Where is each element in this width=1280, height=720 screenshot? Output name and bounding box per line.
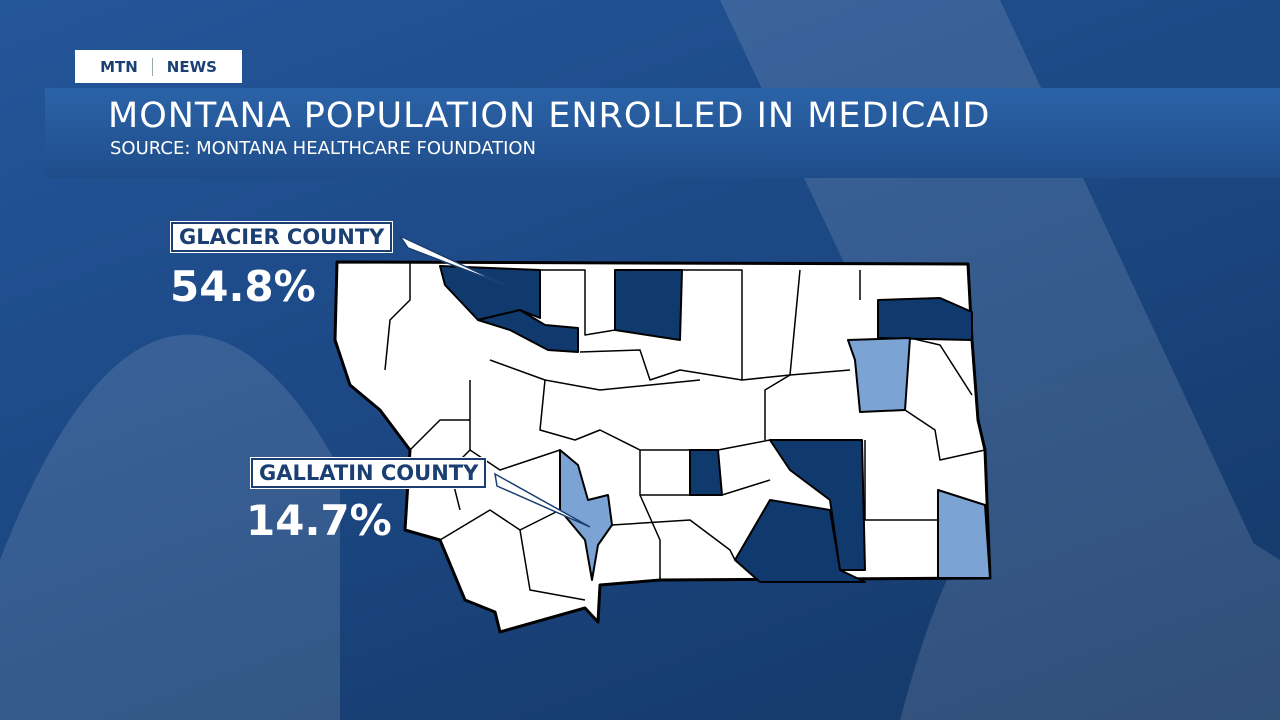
title-bar [45, 88, 1280, 178]
callout-value: 14.7% [246, 496, 392, 545]
brand-mtn: MTN [100, 57, 138, 76]
low-rate-counties [559, 337, 991, 581]
leader-lines [397, 234, 591, 528]
callout-value: 54.8% [170, 262, 316, 311]
brand-separator [151, 57, 153, 76]
brand-tag: MTN NEWS [75, 50, 242, 83]
callout-label: GALLATIN COUNTY [249, 457, 488, 489]
montana-map [333, 260, 992, 634]
title: MONTANA POPULATION ENROLLED IN MEDICAID [108, 96, 991, 136]
county-lines [384, 262, 986, 601]
brand-news: NEWS [166, 57, 217, 76]
high-rate-counties [439, 265, 973, 583]
source: SOURCE: MONTANA HEALTHCARE FOUNDATION [110, 138, 537, 159]
callout-label: GLACIER COUNTY [169, 221, 394, 253]
